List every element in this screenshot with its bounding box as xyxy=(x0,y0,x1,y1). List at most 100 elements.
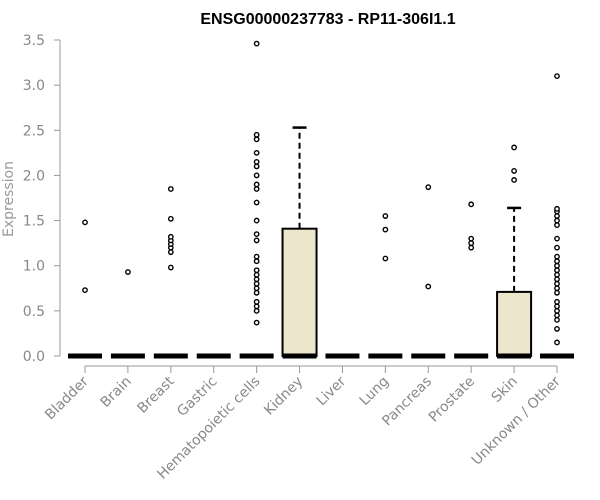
outlier-point xyxy=(425,283,432,290)
x-tick-label: Brain xyxy=(97,374,134,411)
x-tick-label: Liver xyxy=(314,373,350,409)
outlier-point xyxy=(253,319,260,326)
outlier-point xyxy=(554,73,560,80)
outlier-point xyxy=(554,289,560,296)
outlier-point xyxy=(554,303,560,310)
box-group xyxy=(540,73,574,359)
y-tick-label: 0.5 xyxy=(23,304,45,320)
x-tick-label: Prostate xyxy=(426,374,478,426)
outlier-point xyxy=(167,233,174,240)
outlier-point xyxy=(554,217,560,224)
box-group xyxy=(110,269,145,359)
outlier-point xyxy=(554,244,560,251)
outlier-point xyxy=(167,215,174,222)
outlier-point xyxy=(554,276,560,283)
x-tick-label: Lung xyxy=(357,374,392,409)
x-tick-label: Skin xyxy=(489,374,521,406)
box-group xyxy=(281,126,318,359)
outlier-point xyxy=(253,276,260,283)
outlier-point xyxy=(253,307,260,314)
outlier-point xyxy=(382,226,389,233)
outlier-point xyxy=(468,201,475,208)
y-tick-label: 1.0 xyxy=(23,259,45,275)
outlier-point xyxy=(253,172,260,179)
outlier-point xyxy=(125,269,131,275)
outlier-point xyxy=(511,168,517,174)
y-tick-label: 2.5 xyxy=(23,123,45,139)
outlier-point xyxy=(425,184,432,191)
outlier-point xyxy=(554,267,560,274)
outlier-point xyxy=(554,326,560,332)
box-group xyxy=(411,184,446,359)
outlier-point xyxy=(554,339,560,346)
outlier-point xyxy=(253,289,260,296)
outlier-point xyxy=(554,285,560,292)
outlier-point xyxy=(82,287,88,293)
y-tick-label: 1.5 xyxy=(23,214,45,230)
y-axis-label: Expression xyxy=(1,161,17,237)
box-group xyxy=(68,219,102,359)
outlier-point xyxy=(554,262,560,269)
box-group xyxy=(496,144,533,359)
outlier-point xyxy=(554,271,560,278)
box-group xyxy=(454,201,489,359)
outlier-point xyxy=(253,40,260,47)
x-tick-label: Breast xyxy=(134,373,178,417)
box-iqr xyxy=(496,290,533,358)
outlier-point xyxy=(554,298,560,305)
outlier-point xyxy=(253,136,260,143)
outlier-point xyxy=(511,177,517,183)
outlier-point xyxy=(554,307,560,314)
box-group xyxy=(239,40,274,359)
outlier-point xyxy=(554,316,560,323)
outlier-point xyxy=(253,267,260,274)
outlier-point xyxy=(468,244,475,251)
outlier-point xyxy=(253,285,260,292)
outlier-point xyxy=(253,199,260,206)
y-tick-label: 3.0 xyxy=(23,78,45,94)
outlier-point xyxy=(554,280,560,287)
outlier-point xyxy=(554,312,560,319)
outlier-point xyxy=(382,255,389,262)
outlier-point xyxy=(253,271,260,278)
outlier-point xyxy=(253,237,260,244)
outlier-point xyxy=(253,149,260,156)
outlier-point xyxy=(253,158,260,165)
chart-title: ENSG00000237783 - RP11-306I1.1 xyxy=(200,11,455,28)
outlier-point xyxy=(253,298,260,305)
y-tick-label: 0.0 xyxy=(23,349,45,365)
y-ticks: 0.0 0.5 1.0 1.5 2.0 2.5 3.0 3.5 xyxy=(23,33,60,365)
outlier-point xyxy=(511,144,517,151)
outlier-point xyxy=(253,303,260,310)
outlier-point xyxy=(253,163,260,170)
y-tick-label: 2.0 xyxy=(23,168,45,184)
outlier-point xyxy=(253,231,260,238)
outlier-point xyxy=(167,264,174,271)
outlier-point xyxy=(253,186,260,192)
box-group xyxy=(368,213,403,359)
outlier-point xyxy=(253,258,260,265)
x-tick-label: Kidney xyxy=(261,374,306,419)
outlier-point xyxy=(554,235,560,242)
outlier-point xyxy=(253,131,260,138)
y-tick-label: 3.5 xyxy=(23,33,45,49)
outlier-point xyxy=(468,240,475,247)
outlier-point xyxy=(253,280,260,287)
outlier-point xyxy=(253,181,260,188)
outlier-point xyxy=(167,249,174,256)
outlier-point xyxy=(468,235,475,242)
outlier-point xyxy=(253,253,260,260)
outlier-point xyxy=(554,205,560,212)
outlier-point xyxy=(554,213,560,219)
outlier-point xyxy=(554,253,560,260)
outlier-point xyxy=(253,217,260,224)
boxes xyxy=(68,40,574,359)
outlier-point xyxy=(167,186,174,192)
box-group xyxy=(153,186,188,359)
box-iqr xyxy=(281,227,318,357)
outlier-point xyxy=(82,219,88,226)
outlier-point xyxy=(554,258,560,265)
